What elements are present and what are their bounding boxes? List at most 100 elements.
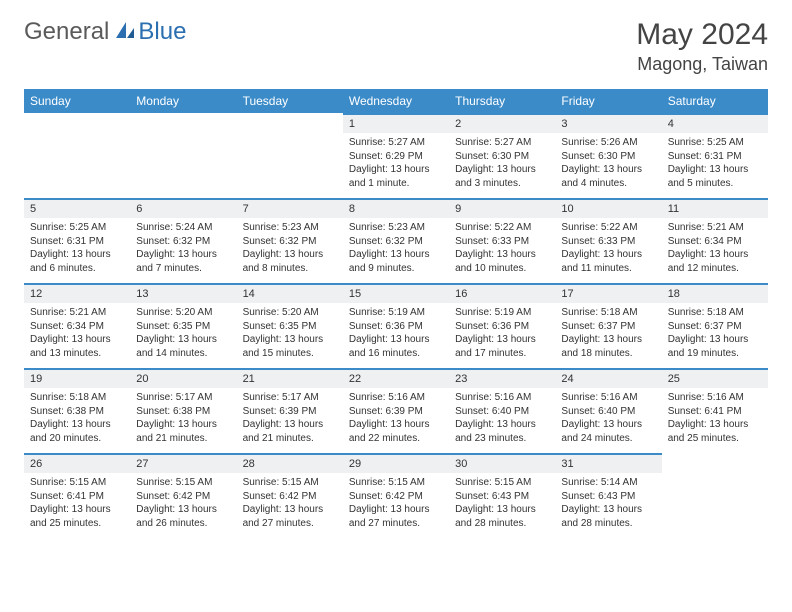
logo-text-general: General [24, 18, 109, 46]
daylight-line: Daylight: 13 hours and 11 minutes. [561, 248, 655, 275]
day-details: Sunrise: 5:27 AMSunset: 6:29 PMDaylight:… [343, 133, 449, 193]
sunrise-line: Sunrise: 5:19 AM [455, 306, 549, 320]
day-details: Sunrise: 5:15 AMSunset: 6:42 PMDaylight:… [343, 473, 449, 533]
calendar-day-cell: 26Sunrise: 5:15 AMSunset: 6:41 PMDayligh… [24, 453, 130, 538]
sunset-line: Sunset: 6:34 PM [668, 235, 762, 249]
daylight-line: Daylight: 13 hours and 25 minutes. [668, 418, 762, 445]
day-number: 27 [130, 453, 236, 473]
calendar-page: General Blue May 2024 Magong, Taiwan Sun… [0, 0, 792, 556]
daylight-line: Daylight: 13 hours and 24 minutes. [561, 418, 655, 445]
day-number: 23 [449, 368, 555, 388]
calendar-day-cell: 24Sunrise: 5:16 AMSunset: 6:40 PMDayligh… [555, 368, 661, 453]
day-number: 2 [449, 113, 555, 133]
daylight-line: Daylight: 13 hours and 22 minutes. [349, 418, 443, 445]
day-number: 10 [555, 198, 661, 218]
day-number: 20 [130, 368, 236, 388]
day-number: 18 [662, 283, 768, 303]
sunset-line: Sunset: 6:38 PM [136, 405, 230, 419]
calendar-day-cell: 11Sunrise: 5:21 AMSunset: 6:34 PMDayligh… [662, 198, 768, 283]
daylight-line: Daylight: 13 hours and 12 minutes. [668, 248, 762, 275]
day-details: Sunrise: 5:15 AMSunset: 6:42 PMDaylight:… [237, 473, 343, 533]
calendar-day-cell: 9Sunrise: 5:22 AMSunset: 6:33 PMDaylight… [449, 198, 555, 283]
sunrise-line: Sunrise: 5:15 AM [243, 476, 337, 490]
sunset-line: Sunset: 6:30 PM [455, 150, 549, 164]
daylight-line: Daylight: 13 hours and 10 minutes. [455, 248, 549, 275]
sunrise-line: Sunrise: 5:16 AM [561, 391, 655, 405]
day-details: Sunrise: 5:26 AMSunset: 6:30 PMDaylight:… [555, 133, 661, 193]
day-of-week-header: Friday [555, 89, 661, 113]
day-details: Sunrise: 5:20 AMSunset: 6:35 PMDaylight:… [130, 303, 236, 363]
sunrise-line: Sunrise: 5:15 AM [30, 476, 124, 490]
calendar-day-cell: 4Sunrise: 5:25 AMSunset: 6:31 PMDaylight… [662, 113, 768, 198]
sunset-line: Sunset: 6:30 PM [561, 150, 655, 164]
logo: General Blue [24, 18, 186, 46]
day-of-week-header: Tuesday [237, 89, 343, 113]
day-number: 4 [662, 113, 768, 133]
calendar-day-cell: 7Sunrise: 5:23 AMSunset: 6:32 PMDaylight… [237, 198, 343, 283]
sunset-line: Sunset: 6:36 PM [349, 320, 443, 334]
calendar-day-cell: 20Sunrise: 5:17 AMSunset: 6:38 PMDayligh… [130, 368, 236, 453]
daylight-line: Daylight: 13 hours and 5 minutes. [668, 163, 762, 190]
month-title: May 2024 [636, 18, 768, 52]
daylight-line: Daylight: 13 hours and 28 minutes. [455, 503, 549, 530]
daylight-line: Daylight: 13 hours and 28 minutes. [561, 503, 655, 530]
daylight-line: Daylight: 13 hours and 19 minutes. [668, 333, 762, 360]
calendar-day-cell: 10Sunrise: 5:22 AMSunset: 6:33 PMDayligh… [555, 198, 661, 283]
day-number: 8 [343, 198, 449, 218]
day-details: Sunrise: 5:22 AMSunset: 6:33 PMDaylight:… [449, 218, 555, 278]
location-label: Magong, Taiwan [636, 54, 768, 75]
sunrise-line: Sunrise: 5:19 AM [349, 306, 443, 320]
day-details: Sunrise: 5:19 AMSunset: 6:36 PMDaylight:… [449, 303, 555, 363]
day-number: 6 [130, 198, 236, 218]
daylight-line: Daylight: 13 hours and 26 minutes. [136, 503, 230, 530]
sunrise-line: Sunrise: 5:20 AM [136, 306, 230, 320]
title-block: May 2024 Magong, Taiwan [636, 18, 768, 75]
calendar-day-cell: 13Sunrise: 5:20 AMSunset: 6:35 PMDayligh… [130, 283, 236, 368]
day-number: 13 [130, 283, 236, 303]
daylight-line: Daylight: 13 hours and 18 minutes. [561, 333, 655, 360]
day-of-week-header: Sunday [24, 89, 130, 113]
day-details: Sunrise: 5:18 AMSunset: 6:37 PMDaylight:… [555, 303, 661, 363]
day-number: 28 [237, 453, 343, 473]
day-details: Sunrise: 5:23 AMSunset: 6:32 PMDaylight:… [237, 218, 343, 278]
daylight-line: Daylight: 13 hours and 14 minutes. [136, 333, 230, 360]
day-number: 1 [343, 113, 449, 133]
sunset-line: Sunset: 6:31 PM [668, 150, 762, 164]
sunrise-line: Sunrise: 5:27 AM [455, 136, 549, 150]
sunrise-line: Sunrise: 5:15 AM [455, 476, 549, 490]
day-number: 5 [24, 198, 130, 218]
day-details: Sunrise: 5:16 AMSunset: 6:40 PMDaylight:… [555, 388, 661, 448]
calendar-day-cell [237, 113, 343, 198]
day-details: Sunrise: 5:18 AMSunset: 6:37 PMDaylight:… [662, 303, 768, 363]
day-of-week-header: Thursday [449, 89, 555, 113]
calendar-week-row: 5Sunrise: 5:25 AMSunset: 6:31 PMDaylight… [24, 198, 768, 283]
calendar-day-cell: 6Sunrise: 5:24 AMSunset: 6:32 PMDaylight… [130, 198, 236, 283]
sunrise-line: Sunrise: 5:25 AM [30, 221, 124, 235]
day-details: Sunrise: 5:19 AMSunset: 6:36 PMDaylight:… [343, 303, 449, 363]
calendar-day-cell: 1Sunrise: 5:27 AMSunset: 6:29 PMDaylight… [343, 113, 449, 198]
sunrise-line: Sunrise: 5:24 AM [136, 221, 230, 235]
day-number: 14 [237, 283, 343, 303]
daylight-line: Daylight: 13 hours and 16 minutes. [349, 333, 443, 360]
daylight-line: Daylight: 13 hours and 7 minutes. [136, 248, 230, 275]
sunset-line: Sunset: 6:29 PM [349, 150, 443, 164]
daylight-line: Daylight: 13 hours and 20 minutes. [30, 418, 124, 445]
calendar-week-row: 19Sunrise: 5:18 AMSunset: 6:38 PMDayligh… [24, 368, 768, 453]
sunrise-line: Sunrise: 5:23 AM [243, 221, 337, 235]
sunset-line: Sunset: 6:43 PM [455, 490, 549, 504]
calendar-head: SundayMondayTuesdayWednesdayThursdayFrid… [24, 89, 768, 113]
calendar-day-cell: 25Sunrise: 5:16 AMSunset: 6:41 PMDayligh… [662, 368, 768, 453]
daylight-line: Daylight: 13 hours and 4 minutes. [561, 163, 655, 190]
sunset-line: Sunset: 6:32 PM [243, 235, 337, 249]
sunrise-line: Sunrise: 5:17 AM [243, 391, 337, 405]
calendar-week-row: 12Sunrise: 5:21 AMSunset: 6:34 PMDayligh… [24, 283, 768, 368]
day-details: Sunrise: 5:16 AMSunset: 6:40 PMDaylight:… [449, 388, 555, 448]
day-details: Sunrise: 5:25 AMSunset: 6:31 PMDaylight:… [24, 218, 130, 278]
calendar-table: SundayMondayTuesdayWednesdayThursdayFrid… [24, 89, 768, 538]
day-number: 25 [662, 368, 768, 388]
day-number: 29 [343, 453, 449, 473]
day-details: Sunrise: 5:22 AMSunset: 6:33 PMDaylight:… [555, 218, 661, 278]
calendar-day-cell [662, 453, 768, 538]
sunrise-line: Sunrise: 5:15 AM [349, 476, 443, 490]
sunrise-line: Sunrise: 5:15 AM [136, 476, 230, 490]
